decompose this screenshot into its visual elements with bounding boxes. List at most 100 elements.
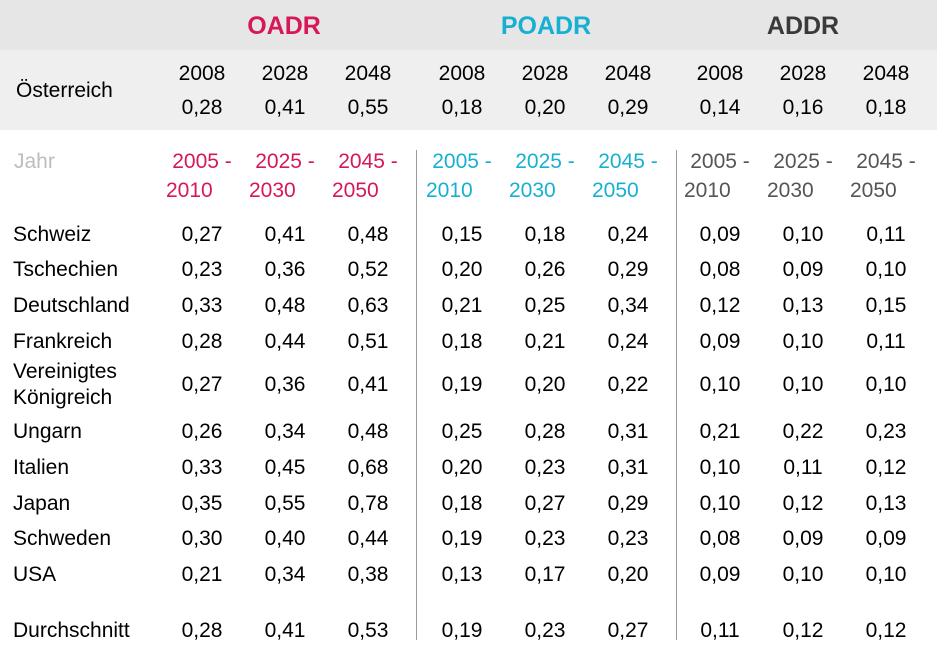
period-start: 2045 -	[598, 150, 658, 173]
table-cell: 0,08	[699, 258, 741, 281]
country-label: USA	[13, 563, 57, 586]
austria-label: Österreich	[16, 79, 113, 102]
period-end: 2010	[166, 179, 213, 202]
table-cell: 0,10	[782, 563, 824, 586]
period-start: 2005 -	[432, 150, 492, 173]
country-label: Italien	[13, 456, 70, 479]
table-cell: 0,09	[865, 527, 907, 550]
table-cell: 0,23	[181, 258, 223, 281]
table-cell: 0,44	[347, 527, 389, 550]
table-cell: 0,40	[264, 527, 306, 550]
group-title-addr: ADDR	[766, 12, 840, 40]
table-cell: 0,10	[699, 492, 741, 515]
austria-year: 2048	[344, 62, 392, 85]
table-cell: 0,25	[441, 420, 483, 443]
table-cell: 0,13	[865, 492, 907, 515]
period-end: 2050	[332, 179, 379, 202]
country-label: Vereinigtes	[13, 360, 117, 383]
period-start: 2005 -	[690, 150, 750, 173]
table-cell: 0,27	[524, 492, 566, 515]
table-cell: 0,23	[524, 527, 566, 550]
table-cell: 0,20	[441, 456, 483, 479]
table-cell: 0,55	[264, 492, 306, 515]
table-cell: 0,27	[181, 223, 223, 246]
country-label: Frankreich	[13, 330, 113, 353]
table-cell: 0,13	[441, 563, 483, 586]
period-start: 2025 -	[773, 150, 833, 173]
table-cell: 0,27	[181, 373, 223, 396]
table-cell: 0,29	[607, 258, 649, 281]
table-cell: 0,26	[524, 258, 566, 281]
table-cell: 0,30	[181, 527, 223, 550]
table-cell: 0,11	[866, 330, 906, 353]
table-cell: 0,09	[699, 223, 741, 246]
table-cell: 0,36	[264, 258, 306, 281]
table-cell: 0,48	[347, 420, 389, 443]
table-cell: 0,63	[347, 294, 389, 317]
table-cell: 0,09	[699, 563, 741, 586]
table-cell: 0,26	[181, 420, 223, 443]
table-cell: 0,35	[181, 492, 223, 515]
table-cell: 0,19	[441, 619, 483, 642]
period-end: 2030	[249, 179, 296, 202]
table-cell: 0,11	[700, 619, 740, 642]
period-start: 2005 -	[172, 150, 232, 173]
table-cell: 0,48	[264, 294, 306, 317]
table-cell: 0,45	[264, 456, 306, 479]
table-cell: 0,28	[524, 420, 566, 443]
table-cell: 0,10	[782, 223, 824, 246]
period-start: 2045 -	[338, 150, 398, 173]
table-cell: 0,12	[865, 619, 907, 642]
table-cell: 0,20	[607, 563, 649, 586]
table-cell: 0,48	[347, 223, 389, 246]
table-cell: 0,23	[607, 527, 649, 550]
table-cell: 0,23	[524, 619, 566, 642]
table-cell: 0,21	[181, 563, 223, 586]
austria-value: 0,28	[181, 96, 223, 119]
table-cell: 0,33	[181, 294, 223, 317]
table-cell: 0,36	[264, 373, 306, 396]
austria-value: 0,41	[264, 96, 306, 119]
table-cell: 0,53	[347, 619, 389, 642]
period-start: 2025 -	[515, 150, 575, 173]
austria-value: 0,18	[865, 96, 907, 119]
table-cell: 0,24	[607, 223, 649, 246]
period-start: 2045 -	[856, 150, 916, 173]
table-cell: 0,24	[607, 330, 649, 353]
period-end: 2030	[509, 179, 556, 202]
group-title-poadr: POADR	[500, 12, 592, 40]
table-cell: 0,22	[782, 420, 824, 443]
table-cell: 0,21	[699, 420, 741, 443]
table-cell: 0,28	[181, 619, 223, 642]
table-cell: 0,12	[782, 619, 824, 642]
table-cell: 0,52	[347, 258, 389, 281]
austria-year: 2028	[779, 62, 827, 85]
table-cell: 0,41	[347, 373, 389, 396]
austria-value: 0,55	[347, 96, 389, 119]
period-end: 2010	[426, 179, 473, 202]
table-cell: 0,10	[865, 258, 907, 281]
table-cell: 0,34	[264, 420, 306, 443]
table-cell: 0,41	[264, 223, 306, 246]
table-cell: 0,12	[782, 492, 824, 515]
table-cell: 0,78	[347, 492, 389, 515]
austria-year: 2048	[604, 62, 652, 85]
table-cell: 0,28	[181, 330, 223, 353]
table-cell: 0,12	[865, 456, 907, 479]
country-label: Deutschland	[13, 294, 130, 317]
table-cell: 0,27	[607, 619, 649, 642]
table-cell: 0,12	[699, 294, 741, 317]
austria-year: 2008	[178, 62, 226, 85]
austria-value: 0,18	[441, 96, 483, 119]
country-label: Durchschnitt	[13, 619, 130, 642]
table-cell: 0,09	[782, 258, 824, 281]
austria-year: 2048	[862, 62, 910, 85]
table-cell: 0,10	[865, 563, 907, 586]
period-start: 2025 -	[255, 150, 315, 173]
table-cell: 0,21	[441, 294, 483, 317]
table-cell: 0,11	[783, 456, 823, 479]
table-cell: 0,10	[782, 373, 824, 396]
table-cell: 0,19	[441, 527, 483, 550]
table-cell: 0,15	[441, 223, 483, 246]
austria-value: 0,16	[782, 96, 824, 119]
